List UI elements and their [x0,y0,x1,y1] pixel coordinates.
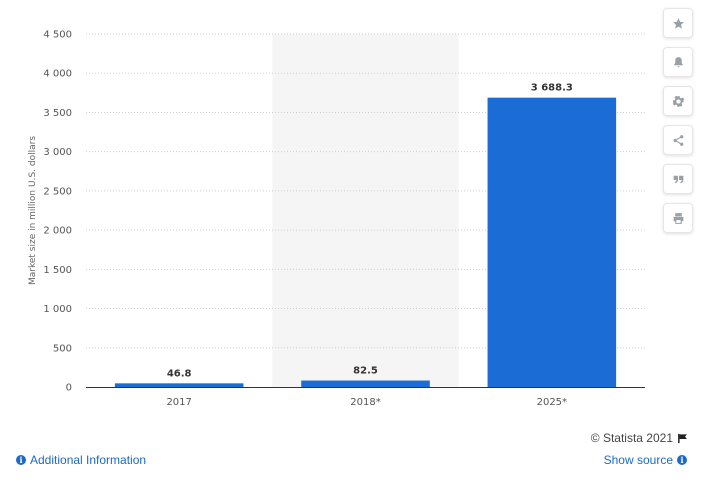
bars: 46.8 82.5 3 688.3 [114,83,617,388]
chart-toolbar [663,8,693,242]
show-source-label: Show source [603,453,673,467]
y-axis-ticks: 0 500 1 000 1 500 2 000 2 500 3 000 3 500 4 000 4… [43,30,72,394]
y-tick-label: 4 500 [43,30,72,41]
info-icon: i [677,455,687,465]
y-tick-label: 2 000 [43,226,72,237]
y-axis-title: Market size in million U.S. dollars [28,136,38,285]
x-tick-label: 2017 [166,397,191,408]
data-label: 3 688.3 [531,83,573,94]
data-label: 82.5 [353,366,378,377]
highlight-band [272,34,459,387]
cite-button[interactable] [663,164,693,194]
settings-button[interactable] [663,86,693,116]
bell-icon [673,56,683,67]
gear-icon [672,95,684,107]
x-tick-label: 2018* [350,397,380,408]
bar[interactable] [114,383,244,387]
y-tick-label: 3 500 [43,108,72,119]
y-tick-label: 2 500 [43,186,72,197]
credit-text: © Statista 2021 [590,431,673,445]
gridlines [86,33,645,349]
show-source-link[interactable]: Show source i [604,453,687,467]
y-tick-label: 1 500 [43,265,72,276]
y-tick-label: 500 [53,343,72,354]
x-axis-ticks: 2017 2018* 2025* [166,397,567,408]
star-icon [672,17,684,29]
bar[interactable] [487,97,617,388]
y-tick-label: 4 000 [43,69,72,80]
data-label: 46.8 [167,368,192,379]
y-tick-label: 1 000 [43,304,72,315]
statista-credit[interactable]: © Statista 2021 [591,431,688,445]
notification-button[interactable] [663,47,693,77]
x-tick-label: 2025* [537,397,567,408]
y-tick-label: 3 000 [43,147,72,158]
print-icon [673,212,683,224]
additional-information-link[interactable]: i Additional Information [16,453,146,467]
share-icon [673,134,683,146]
flag-icon [678,433,687,443]
print-button[interactable] [663,203,693,233]
favorite-button[interactable] [663,8,693,38]
y-tick-label: 0 [66,383,72,394]
additional-information-label: Additional Information [30,453,147,467]
info-icon: i [16,455,26,465]
bar[interactable] [301,380,430,387]
quote-icon [673,175,683,183]
share-button[interactable] [663,125,693,155]
